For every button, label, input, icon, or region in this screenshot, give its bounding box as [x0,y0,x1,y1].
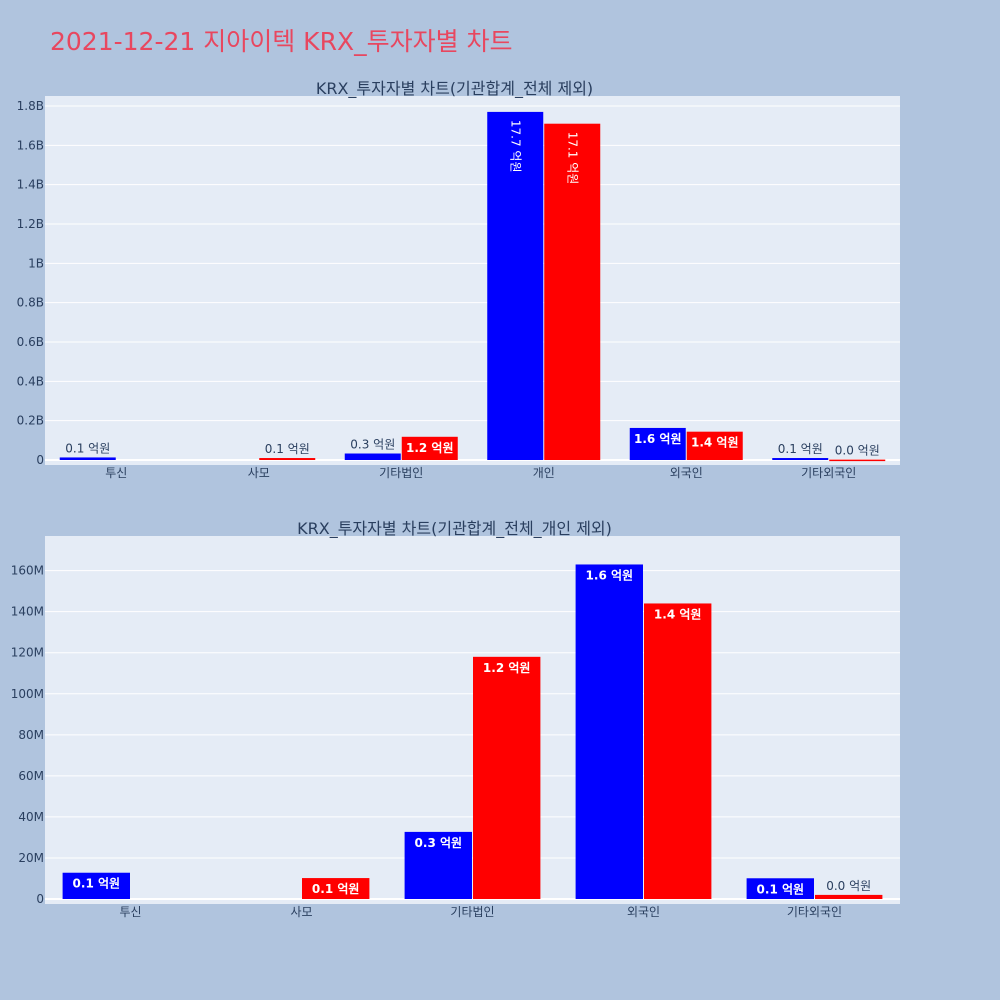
x-tick-label: 투신 [105,466,127,480]
y-tick-label: 20M [18,851,44,865]
bar [686,431,743,460]
y-tick-label: 1.8B [17,99,44,113]
x-tick-label: 사모 [248,466,270,480]
x-tick-label: 기타법인 [450,905,494,919]
bar [772,458,829,460]
y-tick-label: 140M [11,605,44,619]
x-tick-label: 외국인 [627,905,660,919]
page-title: 2021-12-21 지아이텍 KRX_투자자별 차트 [50,27,513,56]
chart-title: KRX_투자자별 차트(기관합계_전체 제외) [316,79,593,99]
x-tick-label: 개인 [533,466,555,480]
bar [62,872,130,899]
y-tick-label: 160M [11,564,44,578]
data-label: 1.2 억원 [406,441,454,455]
data-label: 0.1 억원 [757,882,805,896]
data-label: 1.6 억원 [634,432,682,446]
bar [575,564,643,899]
y-tick-label: 1.4B [17,178,44,192]
data-label: 1.4 억원 [691,436,739,450]
bar [629,427,686,460]
bar [401,436,458,460]
bar [487,111,544,461]
data-label: 0.1 억원 [73,877,121,891]
bar [59,457,116,460]
bar [644,603,712,899]
x-tick-label: 투신 [119,905,141,919]
bar [746,878,814,899]
data-label: 17.7 억원 [508,120,522,173]
y-tick-label: 0 [36,892,44,906]
bar [344,453,401,460]
y-tick-label: 1.6B [17,138,44,152]
x-tick-label: 사모 [290,905,312,919]
bar [544,123,601,460]
data-label: 0.1 억원 [778,442,823,456]
data-label: 1.6 억원 [586,568,634,582]
bar [829,459,886,462]
data-label: 1.2 억원 [483,661,531,675]
data-label: 0.0 억원 [826,879,871,893]
bar [473,656,541,899]
y-tick-label: 120M [11,646,44,660]
data-label: 1.4 억원 [654,607,702,621]
data-label: 0.1 억원 [65,441,110,455]
data-label: 17.1 억원 [565,132,579,185]
data-label: 0.1 억원 [312,882,360,896]
data-label: 0.1 억원 [265,442,310,456]
data-label: 0.3 억원 [350,438,395,452]
y-tick-label: 1B [28,256,44,270]
y-tick-label: 0.2B [17,414,44,428]
y-tick-label: 60M [18,769,44,783]
y-tick-label: 0.6B [17,335,44,349]
y-tick-label: 0.8B [17,296,44,310]
bar [404,831,472,899]
x-tick-label: 기타법인 [379,466,423,480]
y-tick-label: 100M [11,687,44,701]
bar [259,458,316,460]
y-tick-label: 80M [18,728,44,742]
x-tick-label: 외국인 [670,466,703,480]
y-tick-label: 1.2B [17,217,44,231]
data-label: 0.3 억원 [415,836,463,850]
plot-area [45,536,900,904]
y-tick-label: 0.4B [17,374,44,388]
y-tick-label: 0 [36,453,44,467]
data-label: 0.0 억원 [835,444,880,458]
bar [815,894,883,899]
x-tick-label: 기타외국인 [801,466,856,480]
plot-area [45,96,900,465]
y-tick-label: 40M [18,810,44,824]
chart-all-investors: KRX_투자자별 차트(기관합계_전체 제외) 0 0.2B 0.4B 0.6B 0.8B… [17,79,900,480]
bar [302,878,370,899]
x-tick-label: 기타외국인 [787,905,842,919]
chart-title: KRX_투자자별 차트(기관합계_전체_개인 제외) [297,519,612,539]
